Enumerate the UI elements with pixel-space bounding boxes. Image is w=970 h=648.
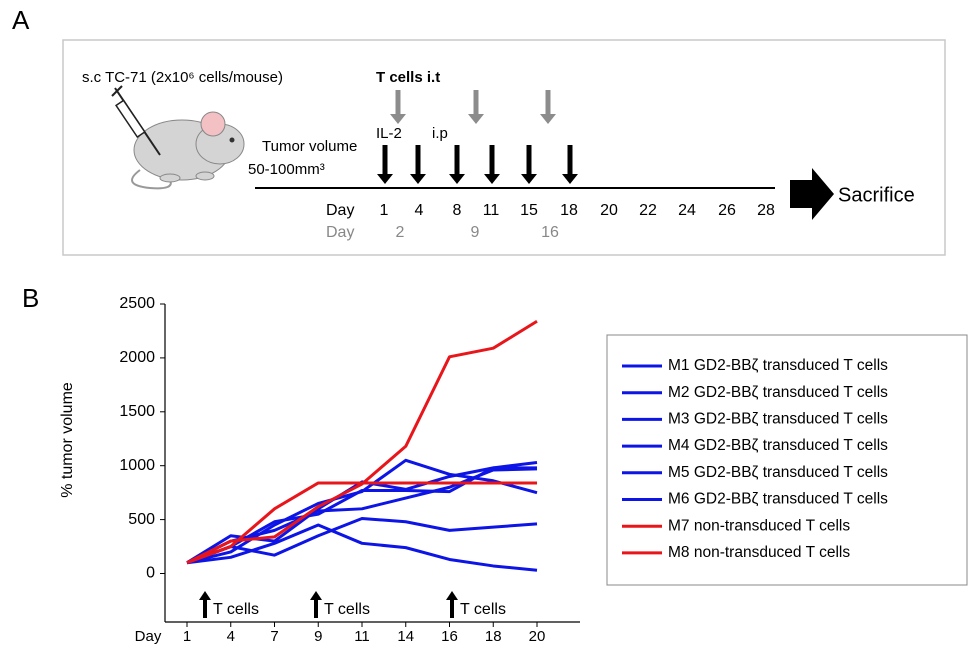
- day-label: 28: [757, 202, 775, 219]
- day-label: 8: [453, 202, 462, 219]
- y-tick-label: 0: [146, 565, 155, 582]
- x-tick-label: 7: [270, 628, 278, 645]
- il2-arrow: [377, 174, 393, 184]
- tcell-arrow: [390, 114, 406, 124]
- tcell-day-label: 2: [396, 224, 405, 241]
- tcells-label: T cells i.t: [376, 69, 440, 86]
- legend-label: M1 GD2-BBζ transduced T cells: [668, 357, 888, 374]
- il2-arrow: [562, 174, 578, 184]
- series-line: [186, 481, 537, 565]
- ip-label: i.p: [432, 125, 448, 142]
- annotation-arrow: [446, 591, 458, 600]
- tumor-volume-label: Tumor volume: [262, 138, 357, 155]
- legend-label: M3 GD2-BBζ transduced T cells: [668, 410, 888, 427]
- day-label: 11: [483, 202, 500, 219]
- il2-label: IL-2: [376, 125, 402, 142]
- x-tick-label: 11: [354, 628, 370, 645]
- day-label: 26: [718, 202, 736, 219]
- annotation: T cells: [324, 601, 370, 618]
- annotation: T cells: [460, 601, 506, 618]
- x-tick-label: 1: [183, 628, 191, 645]
- legend-label: M4 GD2-BBζ transduced T cells: [668, 437, 888, 454]
- y-axis-title: % tumor volume: [59, 382, 76, 498]
- legend-box: [606, 334, 968, 586]
- annotation: T cells: [213, 601, 259, 618]
- series-line: [186, 517, 538, 565]
- tumor-volume-range: 50-100mm³: [248, 161, 325, 178]
- x-tick-label: 9: [314, 628, 322, 645]
- annotation-arrow: [310, 591, 322, 600]
- y-tick-label: 2500: [119, 295, 155, 312]
- day-label: 15: [520, 202, 538, 219]
- sacrifice-arrow: [790, 168, 834, 220]
- sacrifice-label: Sacrifice: [838, 184, 915, 206]
- y-tick-label: 500: [128, 511, 155, 528]
- tcell-arrow: [468, 114, 484, 124]
- series-line: [186, 523, 538, 572]
- panel-label: B: [22, 283, 39, 313]
- x-tick-label: 14: [397, 628, 414, 645]
- tcell-day-label: 9: [471, 224, 480, 241]
- legend-label: M7 non-transduced T cells: [668, 517, 850, 534]
- x-tick-label: 20: [529, 628, 546, 645]
- x-axis-title: Day: [135, 628, 162, 645]
- legend-label: M5 GD2-BBζ transduced T cells: [668, 464, 888, 481]
- series-line: [186, 319, 538, 565]
- y-tick-label: 1500: [119, 403, 155, 420]
- day-label: 18: [560, 202, 578, 219]
- legend-label: M2 GD2-BBζ transduced T cells: [668, 384, 888, 401]
- il2-arrow: [484, 174, 500, 184]
- mouse-icon: [111, 85, 245, 190]
- panel-label: A: [12, 5, 30, 35]
- y-tick-label: 2000: [119, 349, 155, 366]
- day-row-label: Day: [326, 202, 354, 219]
- legend-label: M6 GD2-BBζ transduced T cells: [668, 491, 888, 508]
- injection-label: s.c TC-71 (2x10⁶ cells/mouse): [82, 69, 283, 86]
- x-tick-label: 16: [441, 628, 458, 645]
- day-label: 22: [639, 202, 657, 219]
- x-tick-label: 4: [227, 628, 235, 645]
- annotation-arrow: [199, 591, 211, 600]
- day-label: 1: [380, 202, 389, 219]
- day-label: 24: [678, 202, 696, 219]
- day-label: 20: [600, 202, 618, 219]
- y-tick-label: 1000: [119, 457, 155, 474]
- il2-arrow: [410, 174, 426, 184]
- panel-frame: [62, 39, 946, 256]
- il2-arrow: [449, 174, 465, 184]
- legend-label: M8 non-transduced T cells: [668, 544, 850, 561]
- tcell-day-row-label: Day: [326, 224, 354, 241]
- il2-arrow: [521, 174, 537, 184]
- tcell-day-label: 16: [541, 224, 559, 241]
- x-tick-label: 18: [485, 628, 502, 645]
- tcell-arrow: [540, 114, 556, 124]
- day-label: 4: [415, 202, 424, 219]
